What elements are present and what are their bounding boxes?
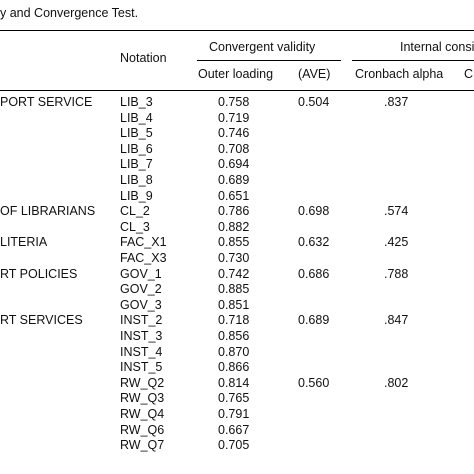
notation-cell: RW_Q2 [120,375,165,390]
outer-loading-cell: 0.689 [218,173,250,187]
cronbach-alpha-cell: .574 [384,204,409,219]
outer-loading-cell: 0.851 [218,297,250,312]
table-caption: y and Convergence Test. [0,6,139,20]
cronbach-alpha-cell: .425 [384,235,409,250]
notation-cell: RW_Q3 [120,391,165,406]
notation-cell: CL_2 [120,204,150,219]
header-cut-column: C [464,67,474,81]
outer-loading-cell: 0.667 [218,422,250,437]
outer-loading-cell: 0.718 [218,313,250,328]
notation-cell: INST_3 [120,329,163,343]
outer-loading-cell: 0.758 [218,95,250,109]
notation-cell: RW_Q4 [120,407,165,421]
outer-loading-cell: 0.694 [218,157,250,172]
notation-cell: LIB_8 [120,173,153,187]
notation-cell: INST_2 [120,313,163,328]
ave-cell: 0.698 [298,204,330,219]
ave-cell: 0.560 [298,375,330,390]
header-cronbach-alpha: Cronbach alpha [355,67,444,81]
ave-cell: 0.504 [298,95,330,109]
header-ave: (AVE) [298,67,331,81]
outer-loading-cell: 0.885 [218,282,250,297]
outer-loading-cell: 0.651 [218,188,250,203]
construct-cell: PORT SERVICE [0,95,93,109]
notation-cell: LIB_6 [120,141,153,156]
notation-cell: GOV_2 [120,282,162,297]
outer-loading-cell: 0.746 [218,126,250,141]
ave-cell: 0.632 [298,235,330,250]
outer-loading-cell: 0.856 [218,329,250,343]
outer-loading-cell: 0.705 [218,438,250,453]
cronbach-alpha-cell: .788 [384,266,409,281]
construct-cell: RT POLICIES [0,266,78,281]
notation-cell: INST_5 [120,360,163,375]
outer-loading-cell: 0.791 [218,407,250,421]
cronbach-alpha-cell: .802 [384,375,409,390]
outer-loading-cell: 0.814 [218,375,250,390]
construct-cell: OF LIBRARIANS [0,204,96,219]
notation-cell: GOV_1 [120,266,162,281]
outer-loading-cell: 0.866 [218,360,250,375]
construct-cell: LITERIA [0,235,48,250]
notation-cell: RW_Q6 [120,422,165,437]
construct-cell: RT SERVICES [0,313,83,328]
outer-loading-cell: 0.742 [218,266,250,281]
header-convergent-validity: Convergent validity [209,40,316,54]
notation-cell: FAC_X3 [120,251,167,265]
convergent-validity-underline [197,60,341,61]
cronbach-alpha-cell: .837 [384,95,409,109]
notation-cell: LIB_4 [120,110,153,125]
outer-loading-cell: 0.786 [218,204,250,219]
header-rule [0,90,474,91]
outer-loading-cell: 0.870 [218,344,250,359]
notation-cell: LIB_7 [120,157,153,172]
ave-cell: 0.689 [298,313,330,328]
notation-cell: INST_4 [120,344,163,359]
notation-cell: RW_Q7 [120,438,165,453]
outer-loading-cell: 0.765 [218,391,250,406]
notation-cell: LIB_3 [120,95,153,109]
cronbach-alpha-cell: .847 [384,313,409,328]
notation-cell: LIB_9 [120,188,153,203]
header-outer-loading: Outer loading [198,67,274,81]
notation-cell: FAC_X1 [120,235,167,250]
notation-cell: LIB_5 [120,126,153,141]
outer-loading-cell: 0.730 [218,251,250,265]
internal-consistency-underline [352,60,474,61]
header-internal-consistency: Internal consi [400,40,474,54]
header-notation: Notation [120,51,167,65]
outer-loading-cell: 0.855 [218,235,250,250]
notation-cell: CL_3 [120,219,150,234]
outer-loading-cell: 0.719 [218,110,250,125]
top-rule [0,30,474,32]
outer-loading-cell: 0.882 [218,219,250,234]
notation-cell: GOV_3 [120,297,162,312]
ave-cell: 0.686 [298,266,330,281]
outer-loading-cell: 0.708 [218,141,250,156]
